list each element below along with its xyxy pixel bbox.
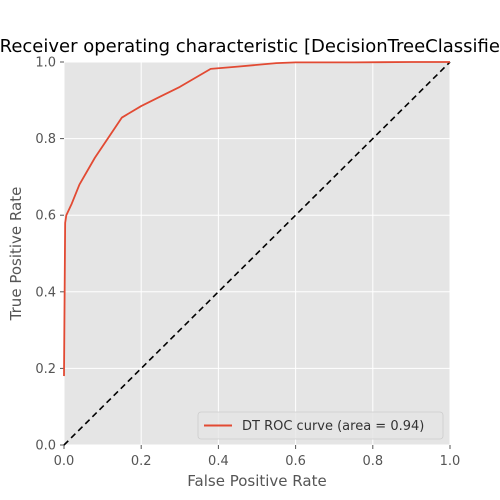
x-tick-label: 0.6 <box>285 454 306 469</box>
chance-diagonal-line <box>63 61 451 446</box>
x-tick-label: 0.8 <box>362 454 383 469</box>
y-tick-label: 0.6 <box>35 209 56 224</box>
x-tick-label: 1.0 <box>440 454 461 469</box>
x-tick-label: 0.4 <box>208 454 229 469</box>
y-tick-label: 0.2 <box>35 362 56 377</box>
series-layer <box>63 61 451 446</box>
grid-lines <box>63 61 451 446</box>
roc-curve-line <box>63 61 450 377</box>
legend: DT ROC curve (area = 0.94) <box>197 411 444 440</box>
axis-ticks: 0.0 0.2 0.4 0.6 0.8 1.0 0.0 0.2 0.4 0.6 0.8 1.0 <box>35 56 460 470</box>
chart-title: Receiver operating characteristic [Decis… <box>0 36 500 57</box>
y-tick-label: 0.8 <box>35 132 56 147</box>
y-tick-label: 0.0 <box>35 439 56 454</box>
y-axis-label: True Positive Rate <box>7 187 25 322</box>
x-tick-label: 0.0 <box>54 454 75 469</box>
y-tick-label: 0.4 <box>35 285 56 300</box>
y-tick-label: 1.0 <box>35 56 56 71</box>
legend-box <box>197 411 444 440</box>
legend-entry-label: DT ROC curve (area = 0.94) <box>242 419 424 434</box>
x-tick-label: 0.2 <box>131 454 152 469</box>
x-axis-label: False Positive Rate <box>187 472 326 490</box>
